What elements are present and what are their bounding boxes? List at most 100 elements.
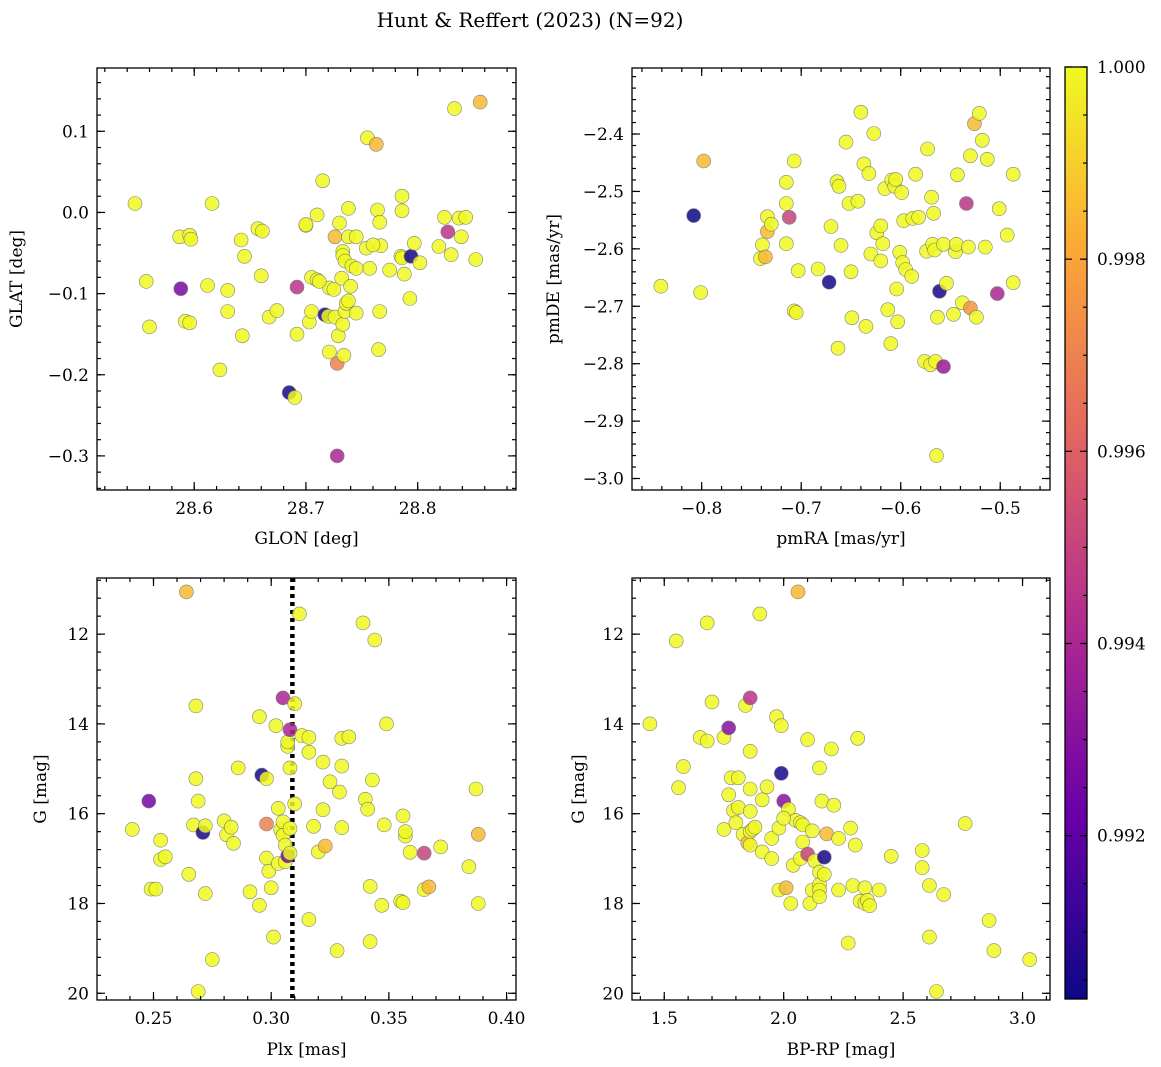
x-tick-label: 0.25 [135, 1009, 173, 1029]
scatter-point [850, 730, 866, 746]
scatter-point [406, 236, 422, 251]
scatter-point [298, 217, 314, 232]
scatter-point [816, 849, 832, 865]
scatter-point [826, 797, 842, 813]
scatter-point [764, 831, 780, 846]
y-axis-label: pmDE [mas/yr] [544, 214, 564, 344]
scatter-point [433, 839, 449, 855]
scatter-point [861, 166, 877, 181]
scatter-point [395, 895, 411, 910]
scatter-point [788, 305, 804, 320]
scatter-point [220, 304, 235, 319]
x-tick-label: 0.35 [370, 1009, 408, 1029]
scatter-point [642, 716, 658, 732]
scatter-point [188, 771, 204, 787]
scatter-point [395, 808, 411, 824]
scatter-point [275, 690, 291, 706]
scatter-point [372, 304, 388, 319]
y-tick-label: 14 [602, 715, 624, 735]
x-tick-label: −0.6 [880, 499, 921, 519]
x-tick-label: 28.8 [399, 499, 437, 519]
scatter-point [752, 606, 768, 622]
scatter-point [379, 716, 394, 732]
scatter-point [179, 584, 194, 600]
scatter-point [332, 215, 347, 231]
x-tick-label: −0.8 [681, 499, 722, 519]
scatter-point [776, 810, 792, 826]
scatter-point [255, 223, 270, 239]
scatter-point [871, 882, 887, 898]
scatter-point [304, 304, 319, 319]
scatter-point [311, 274, 327, 289]
scatter-point [173, 281, 189, 297]
scatter-point [461, 859, 477, 875]
scatter-point [287, 796, 303, 812]
scatter-point [974, 133, 990, 148]
y-axis-label: G [mag] [31, 754, 51, 823]
scatter-point [889, 281, 905, 297]
scatter-point [721, 787, 737, 803]
scatter-point [790, 584, 806, 600]
scatter-point [754, 792, 770, 808]
scatter-point [830, 340, 846, 356]
scatter-point [773, 718, 789, 734]
scatter-point [282, 760, 298, 776]
scatter-point [205, 952, 220, 967]
scatter-point [371, 342, 386, 357]
scatter-point [920, 141, 935, 157]
scatter-point [355, 615, 371, 631]
scatter-point [230, 760, 246, 776]
scatter-point [786, 153, 802, 169]
y-tick-label: 0.1 [62, 122, 89, 142]
scatter-point [823, 219, 839, 234]
colorbar-tick-label: 0.996 [1097, 442, 1146, 462]
scatter-point [282, 845, 298, 861]
scatter-point [269, 303, 285, 318]
scatter-point [908, 166, 923, 182]
scatter-point [142, 319, 157, 335]
scatter-point [322, 344, 337, 360]
scatter-point [148, 881, 164, 897]
scatter-point [831, 831, 846, 846]
scatter-point [334, 820, 350, 835]
scatter-point [763, 216, 779, 232]
colorbar-tick-label: 0.994 [1097, 634, 1146, 654]
scatter-point [936, 887, 952, 902]
scatter-point [329, 448, 345, 464]
scatter-point [773, 765, 789, 781]
scatter-point [742, 781, 758, 797]
x-axis-label: GLON [deg] [254, 529, 358, 549]
scatter-point [759, 779, 775, 795]
scatter-point [470, 896, 486, 911]
scatter-point [382, 262, 398, 278]
scatter-point [699, 733, 715, 749]
scatter-point [929, 448, 944, 463]
scatter-point [253, 268, 269, 284]
scatter-point [812, 760, 827, 776]
scatter-point [668, 633, 684, 649]
scatter-point [365, 772, 380, 788]
scatter-point [816, 866, 832, 882]
scatter-point [699, 615, 715, 631]
x-tick-label: −0.5 [980, 499, 1021, 519]
scatter-point [914, 843, 930, 858]
y-tick-label: 20 [602, 984, 624, 1004]
scatter-point [440, 224, 456, 240]
y-tick-label: 0.0 [62, 203, 89, 223]
scatter-point [315, 754, 331, 770]
scatter-point [742, 743, 758, 759]
scatter-point [742, 804, 758, 819]
y-tick-label: 12 [602, 625, 624, 645]
scatter-point [261, 863, 277, 879]
scatter-point [289, 326, 305, 342]
scatter-point [936, 237, 951, 252]
scatter-point [883, 336, 899, 351]
scatter-point [989, 286, 1005, 301]
scatter-point [141, 793, 157, 809]
plot-frame [631, 67, 1051, 491]
scatter-point [730, 770, 746, 786]
scatter-point [961, 239, 976, 255]
scatter-point [981, 913, 997, 928]
scatter-point [266, 929, 281, 945]
scatter-point [911, 210, 926, 225]
